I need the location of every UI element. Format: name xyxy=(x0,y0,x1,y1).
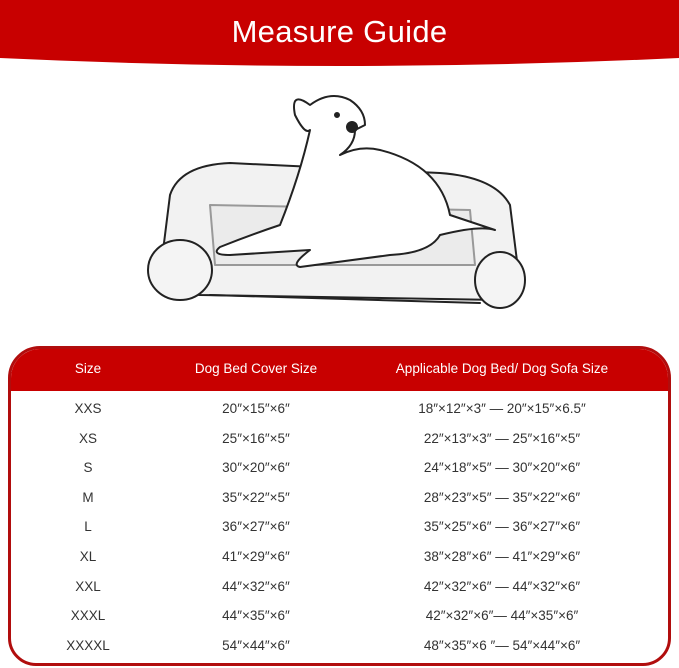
table-row: XXXXL 54″×44″×6″ 48″×35″×6 ″— 54″×44″×6″ xyxy=(11,638,668,658)
size-table: Size Dog Bed Cover Size Applicable Dog B… xyxy=(8,346,671,666)
size-cell: XS xyxy=(78,430,98,446)
table-row: M 35″×22″×5″ 28″×23″×5″ — 35″×22″×6″ xyxy=(11,490,668,510)
cover-size-cell: 35″×22″×5″ xyxy=(222,489,290,505)
applicable-size-cell: 42″×32″×6″ — 44″×32″×6″ xyxy=(423,578,581,594)
cover-size-cell: 44″×32″×6″ xyxy=(222,578,290,594)
size-cell: XXXXL xyxy=(66,637,110,653)
column-header-cover-size: Dog Bed Cover Size xyxy=(194,361,318,376)
cover-size-cell: 54″×44″×6″ xyxy=(222,637,290,653)
table-row: XXL 44″×32″×6″ 42″×32″×6″ — 44″×32″×6″ xyxy=(11,579,668,599)
table-row: XS 25″×16″×5″ 22″×13″×3″ — 25″×16″×5″ xyxy=(11,431,668,451)
size-cell: L xyxy=(84,519,92,535)
cover-size-cell: 36″×27″×6″ xyxy=(222,519,290,535)
size-cell: XXL xyxy=(75,578,101,594)
applicable-size-cell: 35″×25″×6″ — 36″×27″×6″ xyxy=(423,519,581,535)
cover-size-cell: 25″×16″×5″ xyxy=(222,430,290,446)
table-row: XL 41″×29″×6″ 38″×28″×6″ — 41″×29″×6″ xyxy=(11,549,668,569)
dog-bed-illustration-icon xyxy=(147,95,526,309)
table-row: XXS 20″×15″×6″ 18″×12″×3″ — 20″×15″×6.5″ xyxy=(11,401,668,421)
cover-size-cell: 20″×15″×6″ xyxy=(222,401,290,416)
applicable-size-cell: 28″×23″×5″ — 35″×22″×6″ xyxy=(423,489,581,505)
applicable-size-cell: 38″×28″×6″ — 41″×29″×6″ xyxy=(423,549,581,564)
table-row: XXXL 44″×35″×6″ 42″×32″×6″— 44″×35″×6″ xyxy=(11,608,668,628)
page-title: Measure Guide xyxy=(231,14,448,49)
column-header-applicable-size: Applicable Dog Bed/ Dog Sofa Size xyxy=(395,361,609,376)
table-row: S 30″×20″×6″ 24″×18″×5″ — 30″×20″×6″ xyxy=(11,460,668,480)
applicable-size-cell: 18″×12″×3″ — 20″×15″×6.5″ xyxy=(418,401,586,416)
size-cell: XXXL xyxy=(70,608,106,624)
title-banner xyxy=(0,0,679,66)
column-header-size: Size xyxy=(74,361,102,376)
applicable-size-cell: 24″×18″×5″ — 30″×20″×6″ xyxy=(423,460,581,476)
size-cell: M xyxy=(82,489,94,505)
cover-size-cell: 44″×35″×6″ xyxy=(222,608,290,624)
size-cell: XXS xyxy=(74,401,102,416)
cover-size-cell: 30″×20″×6″ xyxy=(222,460,290,476)
applicable-size-cell: 42″×32″×6″— 44″×35″×6″ xyxy=(425,608,579,624)
cover-size-cell: 41″×29″×6″ xyxy=(222,549,290,564)
size-cell: XL xyxy=(79,549,97,564)
applicable-size-cell: 22″×13″×3″ — 25″×16″×5″ xyxy=(423,430,581,446)
table-row: L 36″×27″×6″ 35″×25″×6″ — 36″×27″×6″ xyxy=(11,519,668,539)
table-header: Size Dog Bed Cover Size Applicable Dog B… xyxy=(11,349,668,391)
applicable-size-cell: 48″×35″×6 ″— 54″×44″×6″ xyxy=(423,637,581,653)
size-cell: S xyxy=(83,460,93,476)
